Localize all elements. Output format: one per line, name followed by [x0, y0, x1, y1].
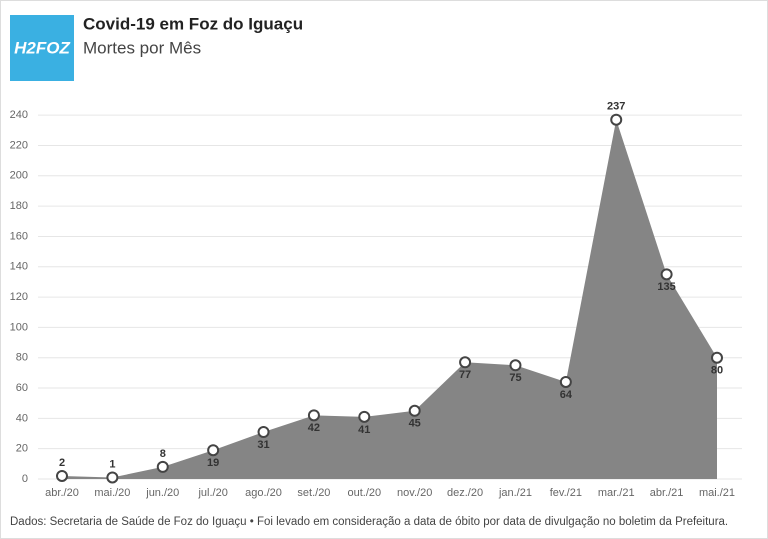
chart-subtitle: Mortes por Mês	[83, 38, 201, 57]
x-tick-label: set./20	[297, 487, 330, 499]
x-tick-label: ago./20	[245, 487, 282, 499]
x-tick-label: mai./20	[94, 487, 130, 499]
point	[408, 404, 421, 417]
point	[559, 375, 572, 388]
data-label: 31	[257, 439, 269, 451]
point	[660, 268, 673, 281]
point	[358, 410, 371, 423]
y-tick-label: 160	[10, 230, 28, 242]
point	[610, 113, 623, 126]
x-tick-label: out./20	[347, 487, 381, 499]
x-tick-label: mai./21	[699, 487, 735, 499]
logo: H2FOZ	[14, 38, 70, 57]
point	[307, 409, 320, 422]
data-label: 80	[711, 365, 723, 377]
y-tick-label: 60	[16, 382, 28, 394]
x-tick-label: jan./21	[498, 487, 532, 499]
data-label: 41	[358, 424, 370, 436]
y-tick-label: 120	[10, 291, 28, 303]
x-tick-label: mar./21	[598, 487, 635, 499]
data-label: 75	[509, 372, 521, 384]
x-tick-label: jun./20	[145, 487, 179, 499]
y-tick-label: 40	[16, 412, 28, 424]
y-tick-label: 80	[16, 352, 28, 364]
area	[62, 119, 717, 479]
y-tick-label: 100	[10, 321, 28, 333]
data-label: 237	[607, 101, 625, 113]
data-label: 42	[308, 422, 320, 434]
data-label: 77	[459, 369, 471, 381]
y-tick-label: 20	[16, 443, 28, 455]
point	[156, 460, 169, 473]
point	[509, 359, 522, 372]
logo-box	[10, 15, 74, 81]
y-tick-label: 220	[10, 139, 28, 151]
point	[711, 351, 723, 364]
point	[56, 469, 68, 482]
y-tick-label: 0	[22, 473, 28, 485]
data-label: 19	[207, 457, 219, 469]
y-tick-label: 240	[10, 109, 28, 121]
source-note: Dados: Secretaria de Saúde de Foz do Igu…	[10, 516, 728, 528]
data-label: 64	[560, 389, 573, 401]
point	[459, 356, 472, 369]
data-label: 1	[109, 458, 115, 470]
data-label: 45	[409, 418, 421, 430]
point	[257, 426, 270, 439]
x-tick-label: abr./21	[650, 487, 684, 499]
x-tick-label: abr./20	[45, 487, 79, 499]
data-label: 2	[59, 457, 65, 469]
x-tick-label: dez./20	[447, 487, 483, 499]
point	[207, 444, 220, 457]
y-tick-label: 140	[10, 261, 28, 273]
y-tick-label: 180	[10, 200, 28, 212]
point	[106, 471, 119, 484]
x-tick-label: fev./21	[550, 487, 582, 499]
x-tick-label: nov./20	[397, 487, 432, 499]
x-tick-label: jul./20	[197, 487, 227, 499]
data-label: 135	[657, 281, 675, 293]
y-tick-label: 200	[10, 170, 28, 182]
chart-title: Covid-19 em Foz do Iguaçu	[83, 14, 303, 33]
data-label: 8	[160, 448, 166, 460]
